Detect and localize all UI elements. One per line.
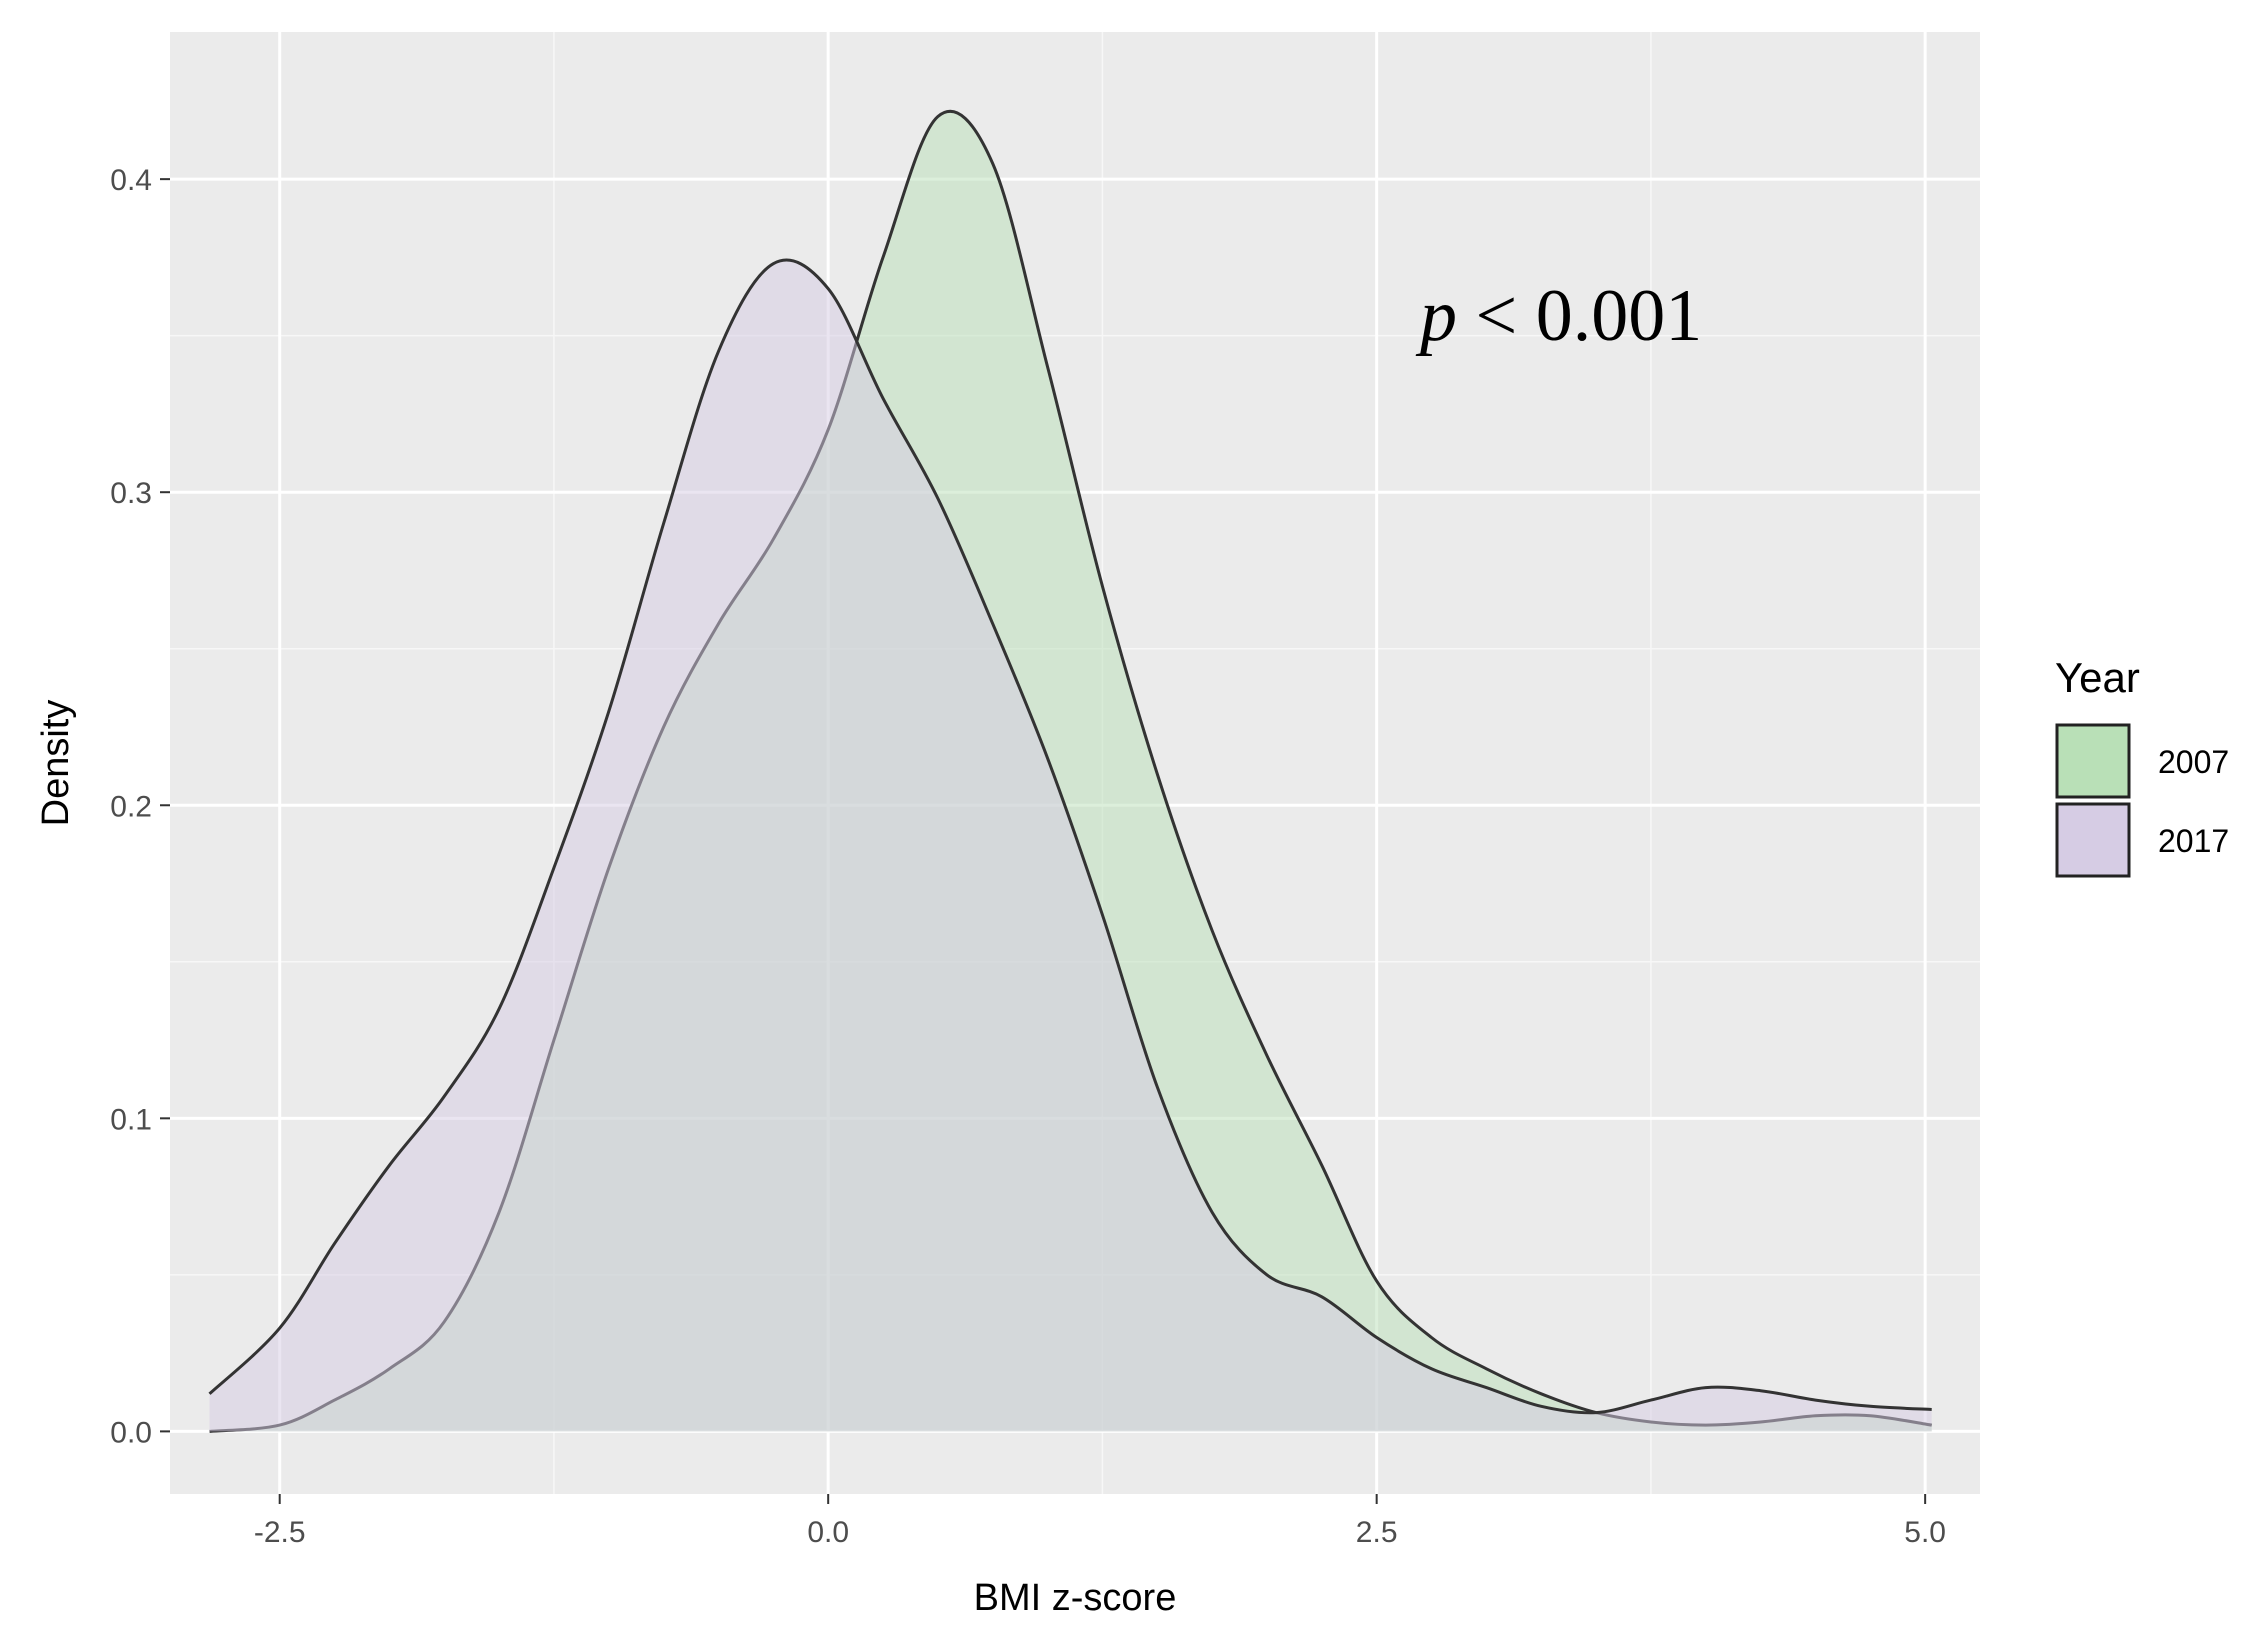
legend-label-2007: 2007 <box>2158 744 2229 780</box>
x-tick-label: 2.5 <box>1356 1516 1398 1549</box>
density-line-2017 <box>208 258 1932 1415</box>
legend-label-2017: 2017 <box>2158 823 2229 859</box>
p-value-annotation: p < 0.001 <box>1415 275 1702 357</box>
y-tick-label: 0.0 <box>110 1416 152 1449</box>
y-tick-label: 0.1 <box>110 1103 152 1136</box>
legend: Year 2007 2017 <box>2055 654 2229 878</box>
density-fill-2017 <box>209 260 1932 1432</box>
x-axis-title: BMI z-score <box>974 1577 1177 1619</box>
x-tick-label: -2.5 <box>254 1516 306 1549</box>
x-axis-ticks: -2.5 0.0 2.5 5.0 <box>254 1494 1946 1549</box>
p-value-text: < 0.001 <box>1457 275 1702 357</box>
y-tick-label: 0.2 <box>110 790 152 823</box>
p-value-italic: p <box>1415 275 1457 357</box>
legend-key-2017 <box>2055 802 2131 878</box>
y-axis-title: Density <box>35 700 77 827</box>
x-tick-label: 5.0 <box>1904 1516 1946 1549</box>
legend-title: Year <box>2055 654 2140 701</box>
x-tick-label: 0.0 <box>807 1516 849 1549</box>
legend-key-2007 <box>2055 723 2131 799</box>
y-tick-label: 0.3 <box>110 477 152 510</box>
y-tick-label: 0.4 <box>110 164 152 197</box>
y-axis-ticks: 0.0 0.1 0.2 0.3 0.4 <box>110 164 170 1449</box>
density-areas <box>208 109 1932 1433</box>
